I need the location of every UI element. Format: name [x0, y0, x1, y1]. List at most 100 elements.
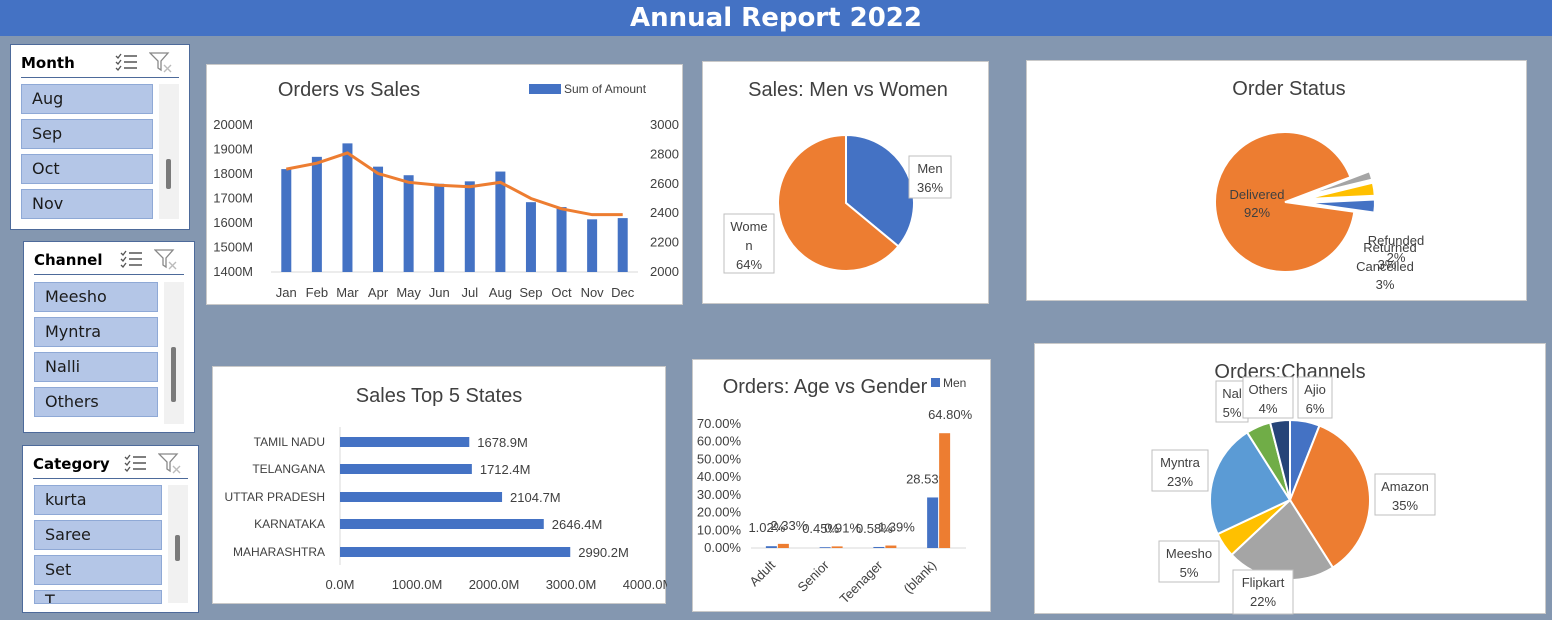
y-tick-label: 30.00%: [697, 487, 742, 502]
slicer-item[interactable]: Saree: [34, 520, 162, 550]
data-label: n: [745, 238, 752, 253]
category-slicer: Category kurta Saree Set T: [22, 445, 199, 613]
series-line: [286, 151, 623, 217]
y-tick-label: 1500M: [213, 240, 253, 255]
pie-slice: [1304, 181, 1376, 201]
legend-swatch: [529, 84, 561, 94]
data-label: 2.33%: [770, 518, 807, 533]
bar: [777, 543, 789, 548]
data-label: 0.91%: [824, 520, 861, 535]
multi-select-icon[interactable]: [120, 249, 144, 269]
pie-slice: [1268, 418, 1291, 501]
slicer-item[interactable]: Others: [34, 387, 158, 417]
callout-box: [1242, 376, 1294, 419]
y2-tick-label: 3000: [650, 117, 679, 132]
bar: [617, 218, 628, 272]
bar: [340, 519, 544, 529]
top-states-chart: Sales Top 5 States TAMIL NADU 1678.9M TELAN…: [225, 385, 667, 592]
bar: [373, 166, 384, 272]
slicer-scrollbar[interactable]: [168, 485, 188, 603]
x-tick-label: Jun: [429, 285, 450, 300]
slicer-item[interactable]: Myntra: [34, 317, 158, 347]
data-label: 64.80%: [928, 407, 973, 422]
y-tick-label: KARNATAKA: [254, 517, 325, 531]
callout-box: [908, 155, 952, 199]
order-status-card: Order Status Delivered 92% Refunded 2% Return…: [1026, 60, 1527, 301]
x-tick-label: Jul: [461, 285, 478, 300]
slicer-item[interactable]: kurta: [34, 485, 162, 515]
slicer-item[interactable]: Sep: [21, 119, 153, 149]
slicer-item[interactable]: Oct: [21, 154, 153, 184]
bar: [281, 169, 292, 272]
slicer-item[interactable]: Nalli: [34, 352, 158, 382]
bar: [340, 437, 470, 447]
x-tick-label: 4000.0M: [623, 577, 667, 592]
y-tick-label: 1900M: [213, 142, 253, 157]
y-tick-label: 1600M: [213, 215, 253, 230]
slicer-scrollbar[interactable]: [164, 282, 184, 424]
clear-filter-icon[interactable]: [148, 51, 173, 73]
x-tick-label: Teenager: [837, 557, 886, 606]
x-tick-label: (blank): [901, 558, 940, 597]
x-tick-label: Mar: [336, 285, 359, 300]
bar: [819, 547, 831, 548]
y-tick-label: 1700M: [213, 191, 253, 206]
pie-slice: [1209, 431, 1292, 536]
y2-tick-label: 2800: [650, 146, 679, 161]
y-tick-label: 60.00%: [697, 434, 742, 449]
y-tick-label: TAMIL NADU: [254, 435, 325, 449]
chart-title: Order Status: [1232, 78, 1345, 100]
data-label: 1712.4M: [480, 462, 531, 477]
slicer-header: Month: [21, 45, 179, 78]
y-tick-label: 70.00%: [697, 416, 742, 431]
slicer-item[interactable]: Aug: [21, 84, 153, 114]
y-tick-label: 10.00%: [697, 522, 742, 537]
y-tick-label: TELANGANA: [252, 462, 325, 476]
data-label: Amazon: [1381, 479, 1429, 494]
x-tick-label: Jan: [276, 285, 297, 300]
scrollbar-thumb[interactable]: [166, 159, 171, 189]
x-tick-label: 1000.0M: [392, 577, 443, 592]
multi-select-icon[interactable]: [115, 52, 139, 72]
data-label: 2104.7M: [510, 490, 561, 505]
slicer-item[interactable]: T: [34, 590, 162, 604]
pie-slice: [1303, 169, 1374, 198]
bar: [885, 545, 897, 548]
clear-filter-icon[interactable]: [157, 452, 182, 474]
bar: [587, 219, 598, 272]
data-label: 1.02%: [748, 520, 785, 535]
bar: [939, 433, 951, 548]
sales-men-women-chart: Sales: Men vs Women Men 36% Wome n 64%: [723, 79, 952, 274]
slicer-scrollbar[interactable]: [159, 84, 179, 219]
age-gender-chart: Orders: Age vs Gender Men 0.00% 10.00% 20.00…: [697, 376, 973, 606]
slicer-item[interactable]: Meesho: [34, 282, 158, 312]
data-label: 3%: [1376, 277, 1395, 292]
data-label: Flipkart: [1242, 575, 1285, 590]
data-label: 5%: [1223, 405, 1242, 420]
orders-vs-sales-card: Orders vs Sales Sum of Amount 1400M 1500M 16…: [206, 64, 683, 305]
scrollbar-thumb[interactable]: [175, 535, 180, 561]
x-tick-label: Apr: [368, 285, 389, 300]
data-label: 36%: [917, 180, 943, 195]
data-label: Wome: [730, 219, 767, 234]
x-tick-label: Feb: [306, 285, 328, 300]
data-label: Myntra: [1160, 455, 1201, 470]
slicer-item[interactable]: Nov: [21, 189, 153, 219]
data-label: 35%: [1392, 498, 1418, 513]
pie-slice: [1288, 424, 1371, 569]
scrollbar-thumb[interactable]: [171, 347, 176, 402]
data-label: Cancelled: [1356, 259, 1414, 274]
slicer-header: Channel: [34, 242, 184, 275]
data-label: 1.39%: [878, 520, 915, 535]
x-tick-label: Oct: [551, 285, 572, 300]
slicer-item[interactable]: Set: [34, 555, 162, 585]
data-label: Delivered: [1230, 187, 1285, 202]
legend-swatch: [931, 378, 940, 387]
data-label: 5%: [1180, 565, 1199, 580]
multi-select-icon[interactable]: [124, 453, 148, 473]
clear-filter-icon[interactable]: [153, 248, 178, 270]
bar: [525, 202, 536, 272]
x-tick-label: May: [396, 285, 421, 300]
bar: [927, 497, 939, 548]
chart-title: Sales: Men vs Women: [748, 79, 948, 101]
